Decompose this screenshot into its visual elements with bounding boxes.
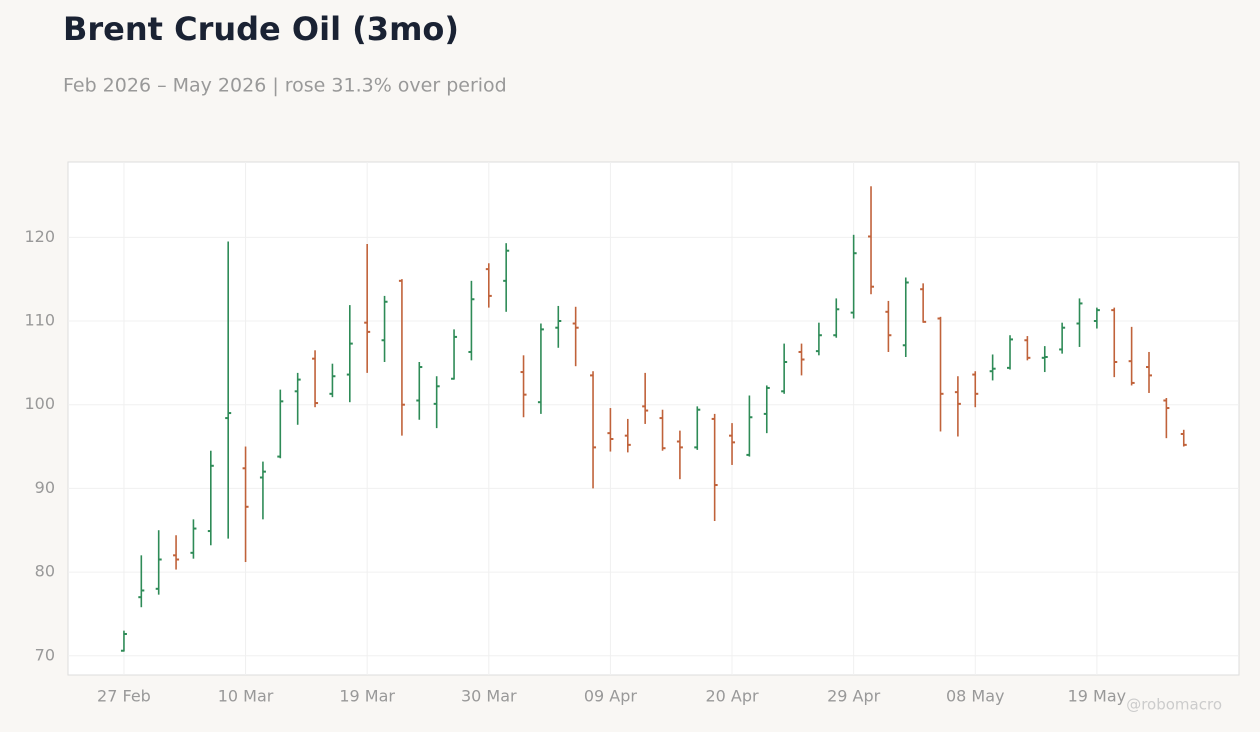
x-tick-label: 19 May (1068, 687, 1127, 706)
plot-area (67, 161, 1240, 676)
y-tick-label: 100 (24, 394, 55, 413)
x-tick-label: 20 Apr (705, 687, 759, 706)
y-tick-label: 80 (35, 562, 55, 581)
x-tick-label: 19 Mar (339, 687, 395, 706)
x-tick-label: 30 Mar (461, 687, 517, 706)
marks (120, 186, 1187, 652)
chart-subtitle: Feb 2026 – May 2026 | rose 31.3% over pe… (63, 75, 507, 97)
x-tick-label: 29 Apr (827, 687, 881, 706)
watermark: @robomacro (1126, 696, 1222, 714)
y-tick-label: 70 (35, 645, 55, 664)
chart-title: Brent Crude Oil (3mo) (63, 10, 459, 48)
y-tick-label: 120 (24, 227, 55, 246)
y-tick-label: 90 (35, 478, 55, 497)
x-tick-label: 27 Feb (97, 687, 151, 706)
x-tick-label: 08 May (946, 687, 1005, 706)
x-tick-label: 09 Apr (584, 687, 638, 706)
grid: 70 80 90 100 110 120 27 Feb 10 Mar 19 Mar 30 Mar 0… (24, 162, 1239, 706)
y-tick-label: 110 (24, 311, 55, 330)
x-tick-label: 10 Mar (218, 687, 274, 706)
